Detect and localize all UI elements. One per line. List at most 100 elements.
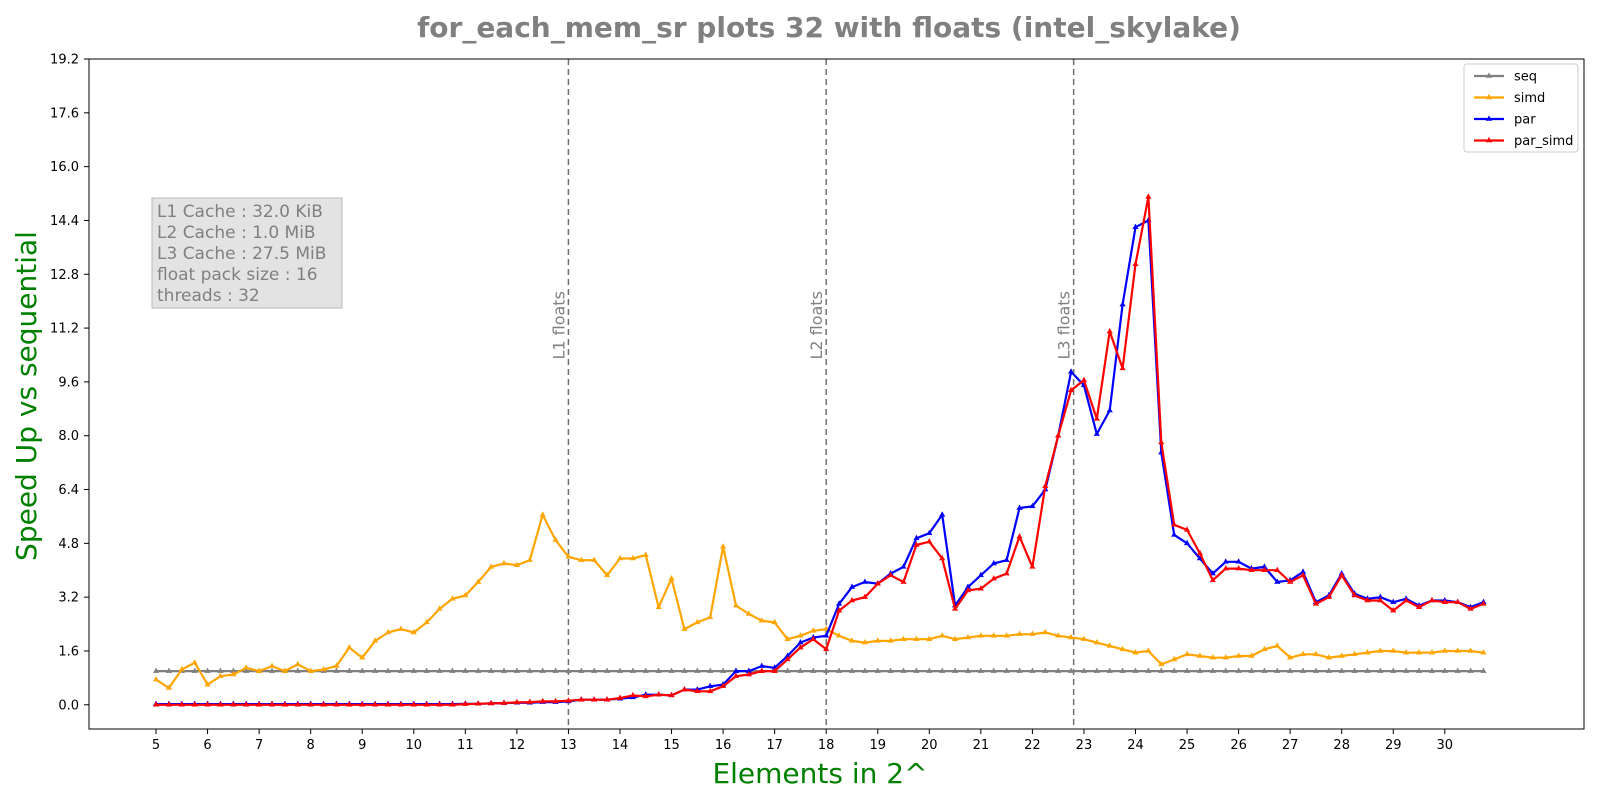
data-point [1016,630,1023,637]
data-point [835,600,843,606]
data-point [1222,558,1229,564]
x-tick-label: 9 [358,738,366,753]
data-point [165,701,173,707]
data-point [423,667,430,674]
data-point [1067,633,1075,640]
legend-item-par: par [1474,113,1536,128]
data-point [1480,600,1487,606]
data-point [1377,647,1384,653]
data-point [1325,653,1333,660]
data-point [616,667,624,674]
data-point [333,667,340,674]
data-point [1441,667,1449,674]
data-point [1054,667,1062,674]
data-point [938,510,946,517]
data-point [1261,645,1268,652]
data-point [926,635,933,642]
data-point [694,667,701,674]
data-point [990,559,997,566]
data-point [1080,667,1088,674]
x-tick-label: 24 [1127,738,1144,753]
data-point [681,685,688,692]
data-point [1428,667,1436,674]
data-point [938,554,946,561]
data-point [1338,652,1345,658]
data-point [977,584,985,591]
data-point [217,701,224,707]
data-point [1325,667,1333,674]
data-point [926,667,933,674]
data-point [887,571,894,578]
info-line: L1 Cache : 32.0 KiB [157,202,323,222]
data-point [810,667,817,674]
data-point [642,692,650,699]
data-point [436,701,443,707]
data-point [642,551,650,557]
data-point [333,662,340,668]
data-point [1170,521,1178,527]
data-point [797,667,804,674]
data-point [938,667,946,674]
data-point [1132,223,1139,230]
data-point [719,542,727,549]
data-point [1274,667,1281,674]
data-point [1016,532,1023,539]
data-point [1402,596,1410,603]
data-point [1402,667,1410,674]
x-tick-label: 16 [715,738,732,753]
data-point [565,667,572,674]
x-tick-label: 14 [612,738,629,753]
data-point [449,701,456,707]
data-point [913,541,920,547]
legend-item-par-simd: par_simd [1474,134,1573,149]
data-point [242,667,250,674]
data-point [1170,667,1178,674]
data-point [629,667,637,674]
y-tick-label: 9.6 [58,375,79,390]
data-point [436,667,443,674]
data-point [681,667,688,674]
data-point [1183,650,1191,657]
data-point [578,695,585,702]
data-point [1054,431,1062,438]
data-point [371,667,379,674]
data-point [410,701,418,707]
data-point [655,667,662,674]
data-point [1467,647,1474,653]
data-point [1054,632,1062,638]
data-point [410,667,418,674]
data-point [694,687,701,694]
data-point [874,667,881,674]
data-point [255,701,263,707]
data-point [474,667,482,674]
data-point [191,667,198,674]
x-tick-label: 17 [766,738,783,753]
data-point [397,625,405,631]
data-point [1325,593,1333,600]
x-tick-label: 5 [152,738,160,753]
data-point [1170,531,1178,537]
data-point [371,637,379,643]
data-point [1003,556,1010,563]
data-point [268,667,276,674]
data-point [552,536,559,542]
data-point [423,701,430,707]
y-tick-label: 17.6 [50,106,79,121]
x-tick-label: 13 [560,738,577,753]
data-point [281,667,289,674]
data-point [204,667,211,674]
data-point [784,667,791,674]
data-point [384,628,392,635]
y-tick-label: 14.4 [50,214,79,229]
data-point [1029,502,1036,509]
data-point [964,633,972,640]
data-point [848,583,856,589]
data-point [1029,563,1036,569]
data-point [590,667,598,674]
data-point [152,701,160,707]
data-point [1312,667,1320,674]
data-point [449,667,456,674]
legend-marker [1485,72,1493,78]
data-point [1235,558,1242,564]
data-point [990,632,997,638]
